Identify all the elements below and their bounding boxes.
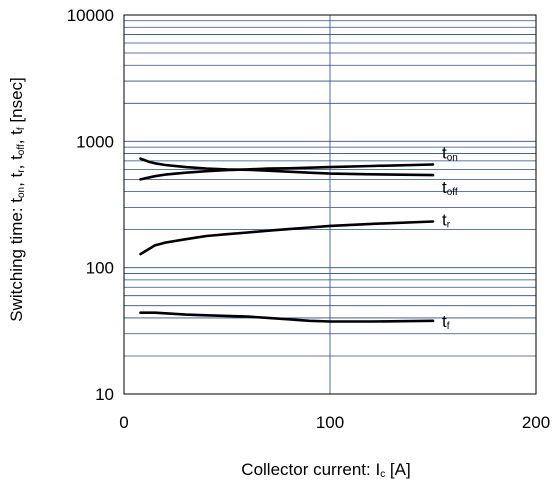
- y-axis-title: Switching time: ton, tr, toff, tf [nsec]: [7, 77, 27, 322]
- series-layer: [139, 157, 435, 323]
- y-tick-label: 100: [86, 259, 114, 278]
- series-line-r: [139, 220, 435, 256]
- x-tick-label: 100: [316, 413, 344, 432]
- series-line-off: [139, 157, 435, 177]
- series-label-f: tf: [442, 312, 450, 332]
- series-line-f: [139, 311, 435, 323]
- series-label-off: toff: [442, 178, 458, 198]
- series-label-on: ton: [442, 144, 458, 164]
- series-labels: ton toff tr tf: [442, 144, 458, 332]
- grid: [124, 15, 536, 394]
- plot-area: [123, 14, 537, 395]
- y-tick-label: 1000: [76, 132, 114, 151]
- y-tick-label: 10: [95, 385, 114, 404]
- y-tick-label: 10000: [67, 6, 114, 25]
- tick-labels: 0 100 200 10 100 1000 10000: [67, 6, 550, 432]
- x-tick-label: 0: [119, 413, 128, 432]
- x-axis-title: Collector current: Ic [A]: [241, 460, 410, 480]
- series-label-r: tr: [442, 210, 451, 230]
- x-tick-label: 200: [522, 413, 550, 432]
